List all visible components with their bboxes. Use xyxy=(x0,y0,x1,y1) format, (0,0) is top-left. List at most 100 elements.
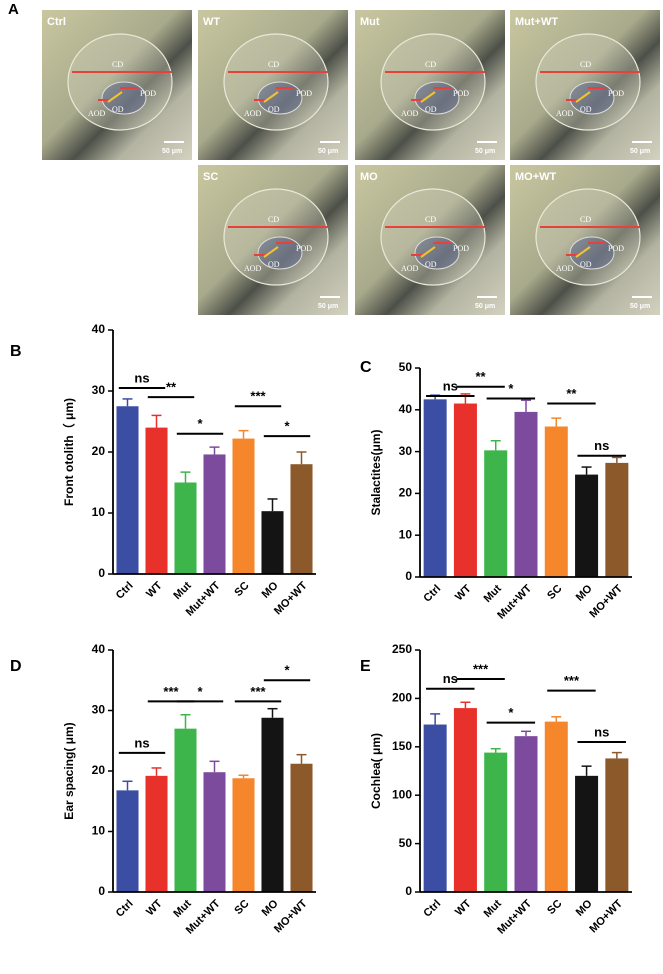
pod-label: POD xyxy=(608,89,624,98)
otolith xyxy=(569,236,615,270)
bar xyxy=(575,775,599,892)
x-tick-label: WT xyxy=(453,582,474,603)
significance-label: ns xyxy=(443,378,458,393)
y-tick-label: 30 xyxy=(92,703,106,717)
aod-label: AOD xyxy=(88,109,106,118)
x-tick-label: SC xyxy=(545,583,564,602)
scale-label: 50 μm xyxy=(630,303,650,310)
significance-label: ** xyxy=(566,386,577,401)
x-tick-label: WT xyxy=(144,897,165,918)
x-tick-label: Ctrl xyxy=(114,580,136,602)
x-tick-label: MO xyxy=(260,897,281,918)
aod-label: AOD xyxy=(244,264,262,273)
x-tick-label: WT xyxy=(144,579,165,600)
otolith xyxy=(257,236,303,270)
y-tick-label: 10 xyxy=(92,824,106,838)
x-tick-label: Mut+WT xyxy=(495,897,534,936)
y-tick-label: 30 xyxy=(399,444,413,458)
scale-label: 50 μm xyxy=(318,303,338,310)
y-tick-label: 0 xyxy=(405,569,412,583)
image-label: Mut+WT xyxy=(515,16,558,28)
x-tick-label: Ctrl xyxy=(114,898,136,920)
pod-label: POD xyxy=(608,244,624,253)
bar xyxy=(514,736,538,892)
micrograph: Mut CD POD OD AOD 50 μm xyxy=(355,10,505,160)
significance-label: * xyxy=(284,419,290,434)
micrograph: SC CD POD OD AOD 50 μm xyxy=(198,165,348,315)
od-label: OD xyxy=(112,105,124,114)
image-label: WT xyxy=(203,16,220,28)
scale-label: 50 μm xyxy=(475,148,495,155)
significance-label: * xyxy=(197,684,203,699)
significance-label: *** xyxy=(250,684,266,699)
bar xyxy=(605,758,629,892)
cd-label: CD xyxy=(425,60,436,69)
bar xyxy=(453,708,477,892)
bar xyxy=(544,426,568,577)
aod-label: AOD xyxy=(556,109,574,118)
od-line xyxy=(107,91,123,103)
y-tick-label: 20 xyxy=(92,763,106,777)
x-tick-label: SC xyxy=(545,898,564,917)
significance-label: ** xyxy=(166,380,177,395)
bar xyxy=(116,406,139,574)
bar xyxy=(605,462,629,577)
bar xyxy=(575,474,599,577)
bar xyxy=(174,482,197,574)
y-tick-label: 0 xyxy=(98,884,105,898)
x-tick-label: SC xyxy=(232,898,251,917)
micrograph: MO CD POD OD AOD 50 μm xyxy=(355,165,505,315)
od-label: OD xyxy=(580,260,592,269)
y-tick-label: 20 xyxy=(92,444,106,458)
scale-label: 50 μm xyxy=(162,148,182,155)
significance-label: * xyxy=(197,416,203,431)
x-tick-label: MO+WT xyxy=(272,579,310,617)
significance-label: *** xyxy=(564,673,580,688)
y-axis-label: Stalactites(μm) xyxy=(369,429,383,515)
bar xyxy=(232,438,255,574)
od-label: OD xyxy=(580,105,592,114)
significance-label: *** xyxy=(473,661,489,676)
y-axis-label: Cochlea( μm) xyxy=(369,733,383,809)
significance-label: *** xyxy=(250,389,266,404)
panel-label: B xyxy=(10,343,22,360)
y-tick-label: 40 xyxy=(399,402,413,416)
x-tick-label: MO xyxy=(574,897,595,918)
od-line xyxy=(420,246,436,258)
x-tick-label: MO+WT xyxy=(272,897,310,935)
otolith xyxy=(414,236,460,270)
aod-label: AOD xyxy=(401,109,419,118)
y-tick-label: 0 xyxy=(405,884,412,898)
significance-label: ** xyxy=(476,369,487,384)
scale-label: 50 μm xyxy=(318,148,338,155)
panel-label: D xyxy=(10,658,22,675)
x-tick-label: Mut xyxy=(171,897,194,920)
bar xyxy=(290,763,313,892)
cd-label: CD xyxy=(112,60,123,69)
y-tick-label: 10 xyxy=(399,527,413,541)
significance-label: ns xyxy=(594,438,609,453)
bar xyxy=(116,790,139,892)
bar xyxy=(174,728,197,892)
y-tick-label: 40 xyxy=(92,322,106,336)
significance-label: * xyxy=(508,705,514,720)
od-label: OD xyxy=(268,260,280,269)
x-tick-label: Ctrl xyxy=(421,583,443,605)
pod-label: POD xyxy=(140,89,156,98)
x-tick-label: Mut xyxy=(482,582,505,605)
bar xyxy=(484,752,508,892)
cd-label: CD xyxy=(268,60,279,69)
significance-label: ns xyxy=(443,671,458,686)
od-label: OD xyxy=(268,105,280,114)
bar xyxy=(261,717,284,892)
panel-label: E xyxy=(360,658,371,675)
aod-label: AOD xyxy=(556,264,574,273)
otolith xyxy=(257,81,303,115)
y-tick-label: 0 xyxy=(98,566,105,580)
pod-label: POD xyxy=(453,89,469,98)
bar xyxy=(145,427,168,574)
od-label: OD xyxy=(425,105,437,114)
image-label: MO+WT xyxy=(515,171,557,183)
